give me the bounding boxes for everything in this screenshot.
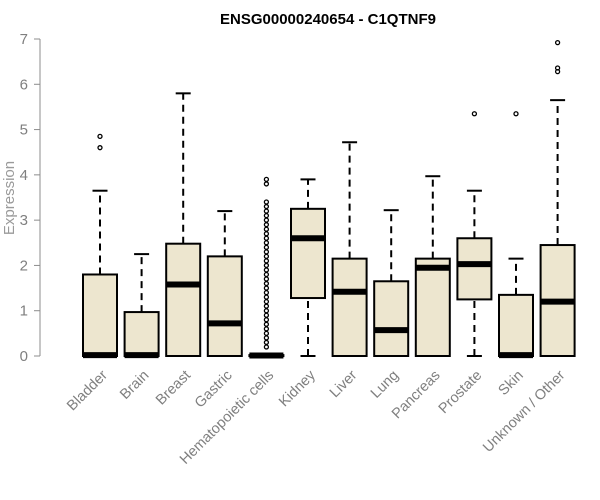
outlier-point <box>263 321 270 327</box>
x-tick-label: Prostate <box>436 368 485 417</box>
y-tick-label: 3 <box>20 212 28 229</box>
outlier-point <box>263 240 270 246</box>
outlier-point <box>263 249 270 255</box>
outlier-point <box>554 65 561 71</box>
y-tick-label: 7 <box>20 31 28 48</box>
outlier-point <box>263 312 270 318</box>
outlier-point <box>263 222 270 228</box>
box-unknown-other <box>539 39 576 357</box>
x-tick-label: Lung <box>368 368 402 402</box>
outlier-point <box>263 276 270 282</box>
x-tick-label: Liver <box>327 367 361 401</box>
outlier-point <box>263 285 270 291</box>
chart-title: ENSG00000240654 - C1QTNF9 <box>220 11 436 28</box>
outlier-point <box>263 199 270 205</box>
outlier-point <box>97 133 103 140</box>
outlier-point <box>263 289 270 296</box>
outlier-point <box>263 181 270 187</box>
box-series <box>82 39 576 359</box>
box-breast <box>165 92 202 357</box>
outlier-point <box>263 176 270 183</box>
outlier-point <box>513 111 519 117</box>
outlier-point <box>471 111 478 117</box>
outlier-point <box>263 294 270 300</box>
y-tick-label: 4 <box>20 167 28 184</box>
outlier-point <box>263 271 270 278</box>
box-iqr <box>123 311 160 357</box>
x-tick-label: Skin <box>496 368 527 399</box>
box-iqr <box>165 242 202 357</box>
outlier-point <box>263 203 270 210</box>
x-tick-label: Kidney <box>276 367 319 410</box>
outlier-point <box>97 145 103 151</box>
outlier-point <box>263 212 270 219</box>
box-iqr <box>373 280 410 357</box>
outlier-point <box>263 235 270 241</box>
box-lung <box>373 209 410 357</box>
box-skin <box>498 111 534 359</box>
box-iqr <box>290 207 326 300</box>
box-iqr <box>414 257 451 357</box>
y-tick-label: 2 <box>20 257 28 274</box>
outlier-point <box>263 339 270 346</box>
box-gastric <box>206 210 243 357</box>
y-tick-label: 5 <box>20 122 28 139</box>
box-iqr <box>206 255 243 357</box>
box-pancreas <box>414 175 451 357</box>
y-axis: 0 1 2 3 4 5 6 7 <box>20 31 41 365</box>
y-tick-label: 1 <box>20 303 28 320</box>
box-iqr <box>82 273 118 357</box>
box-iqr <box>498 293 534 358</box>
y-axis-title: Expression <box>1 161 18 235</box>
outlier-point <box>263 231 270 237</box>
outlier-point <box>263 253 270 260</box>
box-liver <box>331 141 368 357</box>
x-tick-label: Brain <box>117 368 152 403</box>
y-tick-label: 0 <box>20 348 28 365</box>
box-iqr <box>331 257 368 357</box>
box-prostate <box>456 111 493 357</box>
x-tick-label: Breast <box>153 368 194 409</box>
outlier-point <box>263 217 270 223</box>
outlier-point <box>263 299 270 305</box>
box-hematopoietic-cells <box>248 176 285 359</box>
x-tick-label: Bladder <box>64 367 111 414</box>
box-kidney <box>290 178 326 357</box>
outlier-point <box>263 226 270 232</box>
outlier-point <box>263 258 270 264</box>
outlier-point <box>263 335 270 341</box>
outlier-point <box>263 317 270 323</box>
outlier-point <box>263 262 270 269</box>
box-brain <box>123 253 160 359</box>
y-tick-label: 6 <box>20 76 28 93</box>
outlier-point <box>263 330 270 337</box>
outlier-point <box>263 326 270 332</box>
outlier-point <box>263 244 270 250</box>
outlier-point <box>263 308 270 314</box>
outlier-point <box>554 39 561 46</box>
outlier-point <box>263 280 270 287</box>
outlier-point <box>263 303 270 309</box>
outlier-point <box>263 344 270 350</box>
box-bladder <box>82 133 118 359</box>
box-iqr <box>456 237 493 301</box>
outlier-point <box>263 267 270 273</box>
outlier-point <box>263 208 270 214</box>
